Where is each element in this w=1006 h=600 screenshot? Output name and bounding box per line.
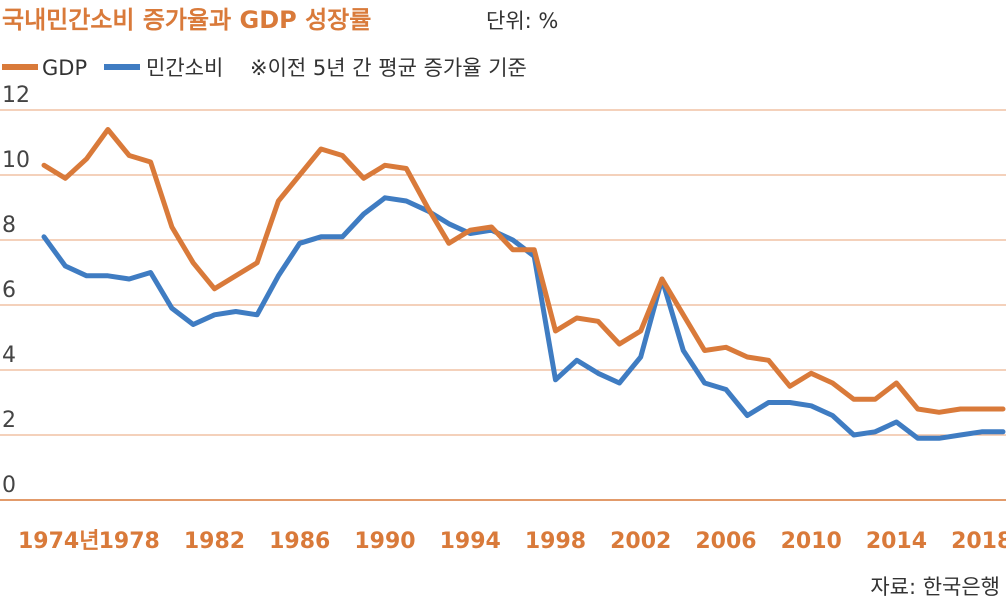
x-tick-label: 2018 [951, 529, 1006, 554]
x-tick-label: 2010 [781, 529, 842, 554]
x-tick-label: 1982 [184, 529, 245, 554]
x-tick-label: 2014 [866, 529, 927, 554]
x-tick-label: 1986 [269, 529, 330, 554]
unit-label: 단위: % [486, 9, 558, 33]
x-axis-ticks: 1974년 1978 1982 1986 1990 1994 1998 2002 2006 201… [18, 529, 1006, 554]
x-tick-label: 2002 [610, 529, 671, 554]
y-tick-label: 0 [2, 473, 16, 498]
y-axis-ticks: 0 2 4 6 8 10 12 [2, 83, 30, 498]
series-lines [41, 127, 1006, 441]
legend-label-consumption: 민간소비 [146, 56, 223, 80]
y-tick-label: 4 [2, 343, 16, 368]
x-tick-label: 2006 [695, 529, 756, 554]
x-tick-label: 1990 [354, 529, 415, 554]
series-line-consumption [41, 195, 1006, 441]
source-note: 자료: 한국은행 [870, 575, 1000, 599]
legend: GDP 민간소비 ※이전 5년 간 평균 증가율 기준 [2, 56, 527, 80]
y-tick-label: 8 [2, 213, 16, 238]
chart-title: 국내민간소비 증가율과 GDP 성장률 [2, 6, 371, 34]
y-tick-label: 12 [2, 83, 30, 108]
y-tick-label: 6 [2, 278, 16, 303]
y-tick-label: 2 [2, 408, 16, 433]
y-tick-label: 10 [2, 148, 30, 173]
x-tick-label: 1994 [440, 529, 501, 554]
series-line-gdp [41, 127, 1006, 415]
legend-label-gdp: GDP [42, 56, 87, 80]
x-tick-label: 1974년 [18, 529, 99, 554]
x-tick-label: 1998 [525, 529, 586, 554]
x-tick-label: 1978 [99, 529, 160, 554]
legend-note: ※이전 5년 간 평균 증가율 기준 [250, 56, 527, 80]
